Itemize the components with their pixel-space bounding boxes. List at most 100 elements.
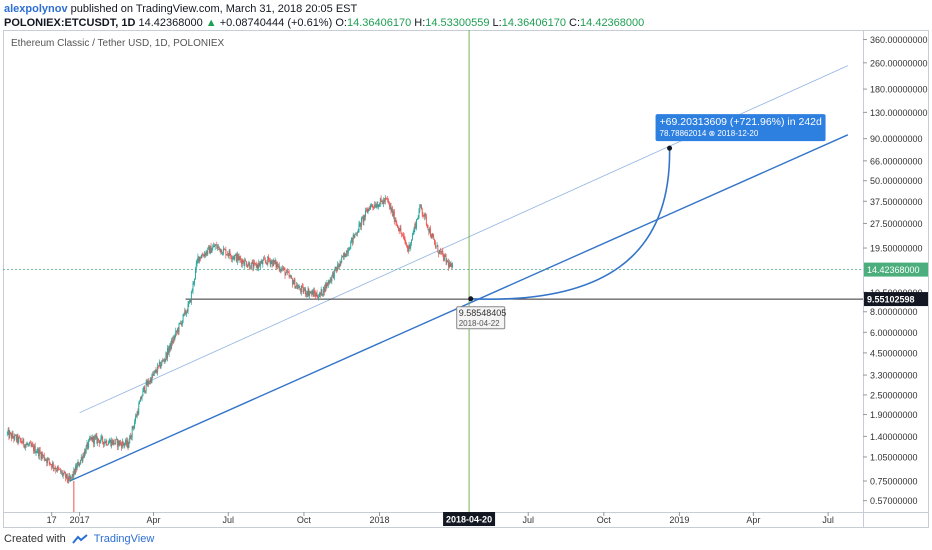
candle-body (369, 208, 371, 210)
candle-body (82, 455, 84, 461)
created-with-label: Created with (4, 533, 66, 545)
candle-body (61, 471, 62, 473)
candle-body (323, 287, 325, 295)
candle-body (303, 290, 305, 293)
candle-body (291, 278, 293, 285)
candle-body (116, 439, 118, 447)
candle-body (139, 397, 141, 402)
tradingview-link[interactable]: TradingView (93, 533, 155, 545)
point-tooltip-box (456, 306, 506, 330)
candle-body (383, 199, 385, 203)
candle-body (254, 262, 256, 264)
candle-body (296, 285, 297, 287)
candle-body (351, 237, 353, 242)
candle-body (102, 441, 104, 445)
candle-body (318, 297, 320, 299)
candle-body (52, 463, 53, 468)
candle-body (255, 263, 257, 268)
candle-body (336, 268, 338, 271)
candle-body (232, 256, 234, 258)
candle-body (372, 206, 374, 208)
candle-body (213, 245, 214, 248)
candle-body (64, 471, 66, 474)
candle-body (359, 222, 361, 225)
projection-tooltip-box (655, 114, 826, 142)
candle-body (62, 474, 64, 476)
candle-body (71, 474, 73, 478)
candle-body (259, 262, 260, 266)
candle-body (405, 241, 407, 245)
candle-body (326, 282, 328, 288)
candle-body (248, 262, 250, 266)
candle-body (324, 284, 326, 293)
price-axis-label: 1.90000000 (870, 410, 918, 420)
current-price-tag (864, 262, 928, 277)
candle-body (239, 256, 241, 259)
candle-body (350, 241, 352, 249)
price-axis-label: 130.00000000 (870, 108, 928, 118)
candle-body (365, 210, 366, 217)
candle-body (286, 270, 288, 274)
quote-line: POLONIEX:ETCUSDT, 1D 14.42368000 ▲ +0.08… (4, 16, 644, 30)
candle-body (334, 267, 336, 270)
candle-body (384, 198, 386, 203)
candle-body (86, 442, 88, 447)
candle-body (450, 263, 452, 267)
candle-body (387, 198, 389, 201)
candle-body (143, 386, 145, 390)
candle-body (148, 382, 150, 384)
candle-body (386, 198, 388, 200)
candle-body (315, 293, 317, 297)
candle-body (140, 397, 142, 400)
author-link[interactable]: alexpolynov (4, 3, 68, 15)
candle-body (125, 440, 127, 445)
candle-body (65, 473, 67, 479)
candle-body (333, 272, 334, 279)
candle-body (216, 244, 218, 249)
candle-body (423, 215, 425, 217)
candle-body (418, 211, 420, 218)
candle-body (332, 272, 334, 276)
candle-body (347, 250, 348, 254)
candle-body (325, 284, 327, 288)
candle-body (294, 279, 296, 289)
candle-body (104, 441, 106, 444)
price-axis-label: 260.00000000 (870, 58, 928, 68)
candle-body (273, 260, 274, 267)
candle-body (39, 449, 41, 453)
candle-body (400, 228, 402, 233)
candle-body (149, 378, 151, 383)
candle-body (343, 252, 345, 257)
candle-body (136, 411, 138, 418)
candle-body (61, 471, 63, 476)
chart-container[interactable]: Ethereum Classic / Tether USD, 1D, POLON… (3, 30, 929, 528)
candle-body (15, 434, 16, 436)
candle-body (74, 469, 76, 474)
candle-body (406, 244, 408, 246)
candle-body (296, 285, 298, 289)
candle-body (389, 205, 391, 207)
price-chart[interactable]: Ethereum Classic / Tether USD, 1D, POLON… (3, 30, 929, 528)
candle-body (69, 476, 71, 480)
price-axis-label: 50.00000000 (870, 176, 923, 186)
candle-body (180, 322, 182, 324)
price-axis-label: 19.50000000 (870, 244, 923, 254)
candle-body (381, 200, 383, 203)
candle-body (371, 204, 373, 207)
candle-body (427, 225, 429, 230)
candle-body (109, 440, 111, 442)
candle-body (421, 208, 423, 214)
candle-body (214, 245, 216, 248)
chart-title: Ethereum Classic / Tether USD, 1D, POLON… (11, 38, 225, 49)
candle-body (68, 476, 70, 482)
candle-body (378, 206, 380, 208)
candle-body (376, 204, 378, 207)
candle-body (276, 263, 278, 267)
candle-body (188, 302, 190, 304)
candle-body (362, 217, 364, 222)
candle-body (310, 292, 311, 293)
candle-body (393, 211, 394, 217)
candle-body (440, 251, 442, 253)
candle-body (437, 245, 439, 253)
candle-body (425, 216, 427, 225)
